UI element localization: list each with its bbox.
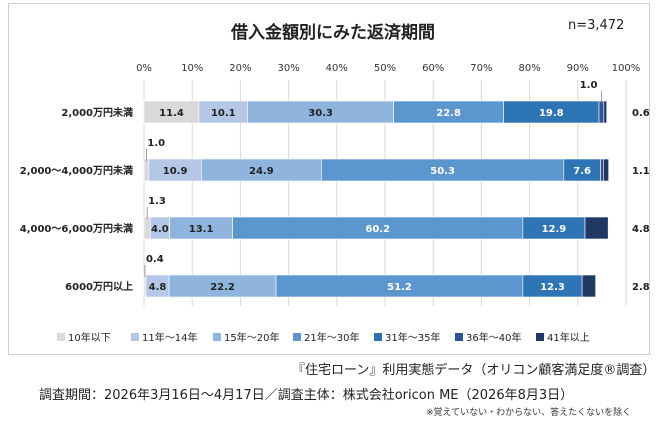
bar-segment (143, 158, 150, 182)
data-label: 30.3 (308, 108, 333, 119)
x-tick-label: 0% (136, 63, 152, 74)
bar-segment (603, 100, 608, 124)
data-label: 24.9 (249, 166, 274, 177)
data-label: 2.8 (632, 282, 650, 293)
data-label: 4.8 (149, 282, 167, 293)
bar-segment (143, 216, 151, 240)
legend-swatch (455, 333, 463, 341)
legend-swatch (131, 333, 139, 341)
data-label: 22.2 (210, 282, 235, 293)
footnote: ※覚えていない・わからない、答えたくないを除く (426, 408, 632, 418)
survey-period-line: 調査期間：2026年3月16日～4月17日／調査主体：株式会社oricon ME… (39, 388, 574, 403)
data-label: 1.1 (632, 166, 650, 177)
data-label: 19.8 (539, 108, 564, 119)
category-label: 2,000～4,000万円未満 (20, 164, 133, 177)
source-line: 『住宅ローン』利用実態データ（オリコン顧客満足度®調査） (292, 363, 656, 378)
legend-swatch (374, 333, 382, 341)
data-label: 0.6 (632, 108, 650, 119)
data-label: 51.2 (387, 282, 412, 293)
data-label: 22.8 (436, 108, 461, 119)
data-label: 1.0 (580, 80, 598, 91)
data-label: 12.9 (542, 224, 567, 235)
data-label: 10.1 (211, 108, 236, 119)
x-tick-label: 100% (612, 63, 641, 74)
x-tick-label: 10% (181, 63, 203, 74)
x-tick-label: 50% (374, 63, 396, 74)
data-label: 7.6 (573, 166, 591, 177)
legend-swatch (213, 333, 221, 341)
x-tick-label: 30% (277, 63, 299, 74)
data-label: 10.9 (163, 166, 188, 177)
x-tick-label: 80% (518, 63, 540, 74)
bar-segment (603, 158, 609, 182)
legend-label: 11年～14年 (142, 331, 197, 344)
x-tick-label: 70% (470, 63, 492, 74)
data-label: 12.3 (540, 282, 565, 293)
legend-swatch (293, 333, 301, 341)
legend-label: 15年～20年 (224, 331, 279, 344)
bar-segment (581, 274, 596, 298)
category-label: 6000万円以上 (65, 280, 133, 293)
data-label: 1.0 (147, 138, 165, 149)
x-tick-label: 60% (422, 63, 444, 74)
data-label: 4.0 (151, 224, 169, 235)
legend-swatch (536, 333, 544, 341)
bar-segment (584, 216, 609, 240)
legend-label: 41年以上 (547, 331, 590, 344)
x-tick-label: 90% (567, 63, 589, 74)
sample-size-label: n=3,472 (568, 18, 625, 33)
category-label: 4,000～6,000万円未満 (20, 222, 133, 235)
chart-title: 借入金額別にみた返済期間 (231, 23, 435, 43)
legend-swatch (57, 333, 65, 341)
data-label: 60.2 (365, 224, 390, 235)
x-tick-label: 40% (326, 63, 348, 74)
category-label: 2,000万円未満 (61, 106, 133, 119)
x-tick-label: 20% (229, 63, 251, 74)
bar-segment (600, 158, 604, 182)
legend-label: 21年～30年 (304, 331, 359, 344)
data-label: 13.1 (189, 224, 214, 235)
data-label: 1.3 (148, 196, 166, 207)
data-label: 50.3 (430, 166, 455, 177)
data-label: 4.8 (632, 224, 650, 235)
data-label: 11.4 (159, 108, 184, 119)
legend-label: 10年以下 (68, 331, 111, 344)
bar-segment (598, 100, 605, 124)
legend-label: 31年～35年 (385, 331, 440, 344)
data-label: 0.4 (146, 254, 164, 265)
legend-label: 36年～40年 (466, 331, 521, 344)
